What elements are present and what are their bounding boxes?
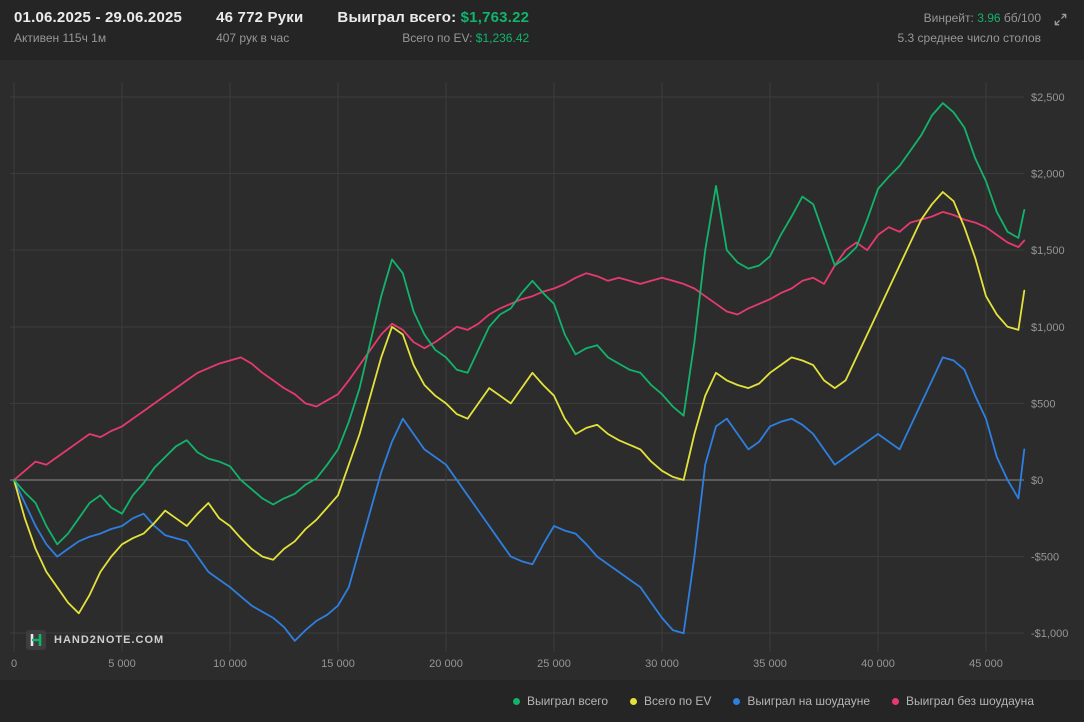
y-tick-label: $2,000 [1031,169,1065,181]
won-total-value: $1,763.22 [460,9,530,26]
y-tick-label: -$500 [1031,552,1059,564]
hands-stat: 46 772 Руки 407 рук в час [216,9,303,45]
series-line-total[interactable] [13,102,1026,546]
x-tick-label: 15 000 [321,658,355,670]
date-range-stat: 01.06.2025 - 29.06.2025 Активен 115ч 1м [14,9,182,45]
legend-item-non-showdown[interactable]: Выиграл без шоудауна [892,694,1034,708]
winrate-label: Винрейт: [923,11,974,25]
x-tick-label: 10 000 [213,658,247,670]
y-tick-label: $1,000 [1031,322,1065,334]
header-right: Винрейт: 3.96 бб/100 5.3 среднее число с… [898,9,1068,45]
hand2note-logo[interactable]: HAND2NOTE.COM [26,630,164,650]
winrate-unit: бб/100 [1003,11,1041,25]
series-line-non-showdown[interactable] [13,210,1026,481]
hand2note-logo-text: HAND2NOTE.COM [54,634,165,646]
y-tick-label: $1,500 [1031,245,1065,257]
legend-dot-non-showdown [892,697,899,705]
x-tick-label: 45 000 [969,658,1003,670]
series-line-showdown[interactable] [13,356,1026,642]
legend-dot-total [512,697,520,705]
winrate-value: 3.96 [977,11,1001,25]
legend-label-showdown: Выиграл на шоудауне [747,694,870,708]
y-tick-label: -$1,000 [1031,628,1068,640]
winrate: Винрейт: 3.96 бб/100 [898,11,1041,25]
stats-header: 01.06.2025 - 29.06.2025 Активен 115ч 1м … [0,0,1084,60]
chart-legend: Выиграл всего Всего по EV Выиграл на шоу… [0,680,1084,722]
hand2note-logo-icon [26,630,46,650]
chart-area: $2,500 $2,000 $1,500 $1,000 $500 $0 -$500 -$1,0… [0,60,1084,680]
x-tick-label: 25 000 [537,658,571,670]
legend-dot-ev [630,697,638,705]
legend-label-ev: Всего по EV [644,694,712,708]
won-total-label: Выиграл всего: [337,9,457,26]
x-tick-label: 35 000 [753,658,787,670]
ev-total-value: $1,236.42 [475,31,530,45]
hands-count: 46 772 Руки [216,9,304,26]
legend-label-non-showdown: Выиграл без шоудауна [906,694,1034,708]
active-time: Активен 115ч 1м [14,31,107,45]
legend-dot-showdown [733,697,741,705]
ev-total: Всего по EV: $1,236.42 [337,31,529,45]
legend-item-showdown[interactable]: Выиграл на шоудауне [733,694,870,708]
x-tick-label: 5 000 [108,658,136,670]
winnings-chart[interactable]: $2,500 $2,000 $1,500 $1,000 $500 $0 -$500 -$1,0… [0,60,1084,680]
x-tick-label: 20 000 [429,658,463,670]
winrate-stat: Винрейт: 3.96 бб/100 5.3 среднее число с… [898,9,1041,45]
won-total: Выиграл всего: $1,763.22 [337,9,529,26]
legend-item-ev[interactable]: Всего по EV [630,694,711,708]
expand-icon[interactable] [1053,12,1068,27]
date-range: 01.06.2025 - 29.06.2025 [14,9,183,26]
legend-label-total: Выиграл всего [526,694,609,708]
y-tick-label: $2,500 [1031,92,1065,104]
winnings-stat: Выиграл всего: $1,763.22 Всего по EV: $1… [337,9,529,45]
y-tick-label: $500 [1031,398,1055,410]
gridlines [10,82,1024,652]
avg-tables: 5.3 среднее число столов [897,31,1041,45]
ev-total-label: Всего по EV: [402,31,473,45]
legend-item-total[interactable]: Выиграл всего [512,694,609,708]
hands-per-hour: 407 рук в час [216,31,290,45]
x-tick-label: 30 000 [645,658,679,670]
series-line-ev[interactable] [13,191,1026,615]
x-tick-label: 0 [11,658,17,670]
x-tick-label: 40 000 [861,658,895,670]
y-tick-label: $0 [1031,475,1043,487]
